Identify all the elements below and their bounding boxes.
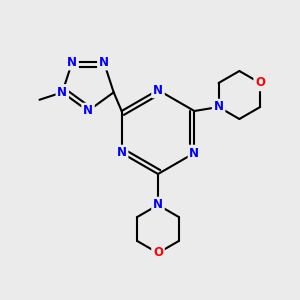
Text: N: N [99, 56, 109, 69]
Text: N: N [153, 199, 163, 212]
Text: N: N [189, 146, 200, 160]
Text: O: O [153, 247, 163, 260]
Text: O: O [255, 76, 265, 89]
Text: N: N [117, 146, 127, 160]
Text: N: N [153, 83, 163, 97]
Text: N: N [57, 86, 67, 99]
Text: N: N [214, 100, 224, 113]
Text: N: N [83, 104, 93, 118]
Text: N: N [67, 56, 77, 69]
